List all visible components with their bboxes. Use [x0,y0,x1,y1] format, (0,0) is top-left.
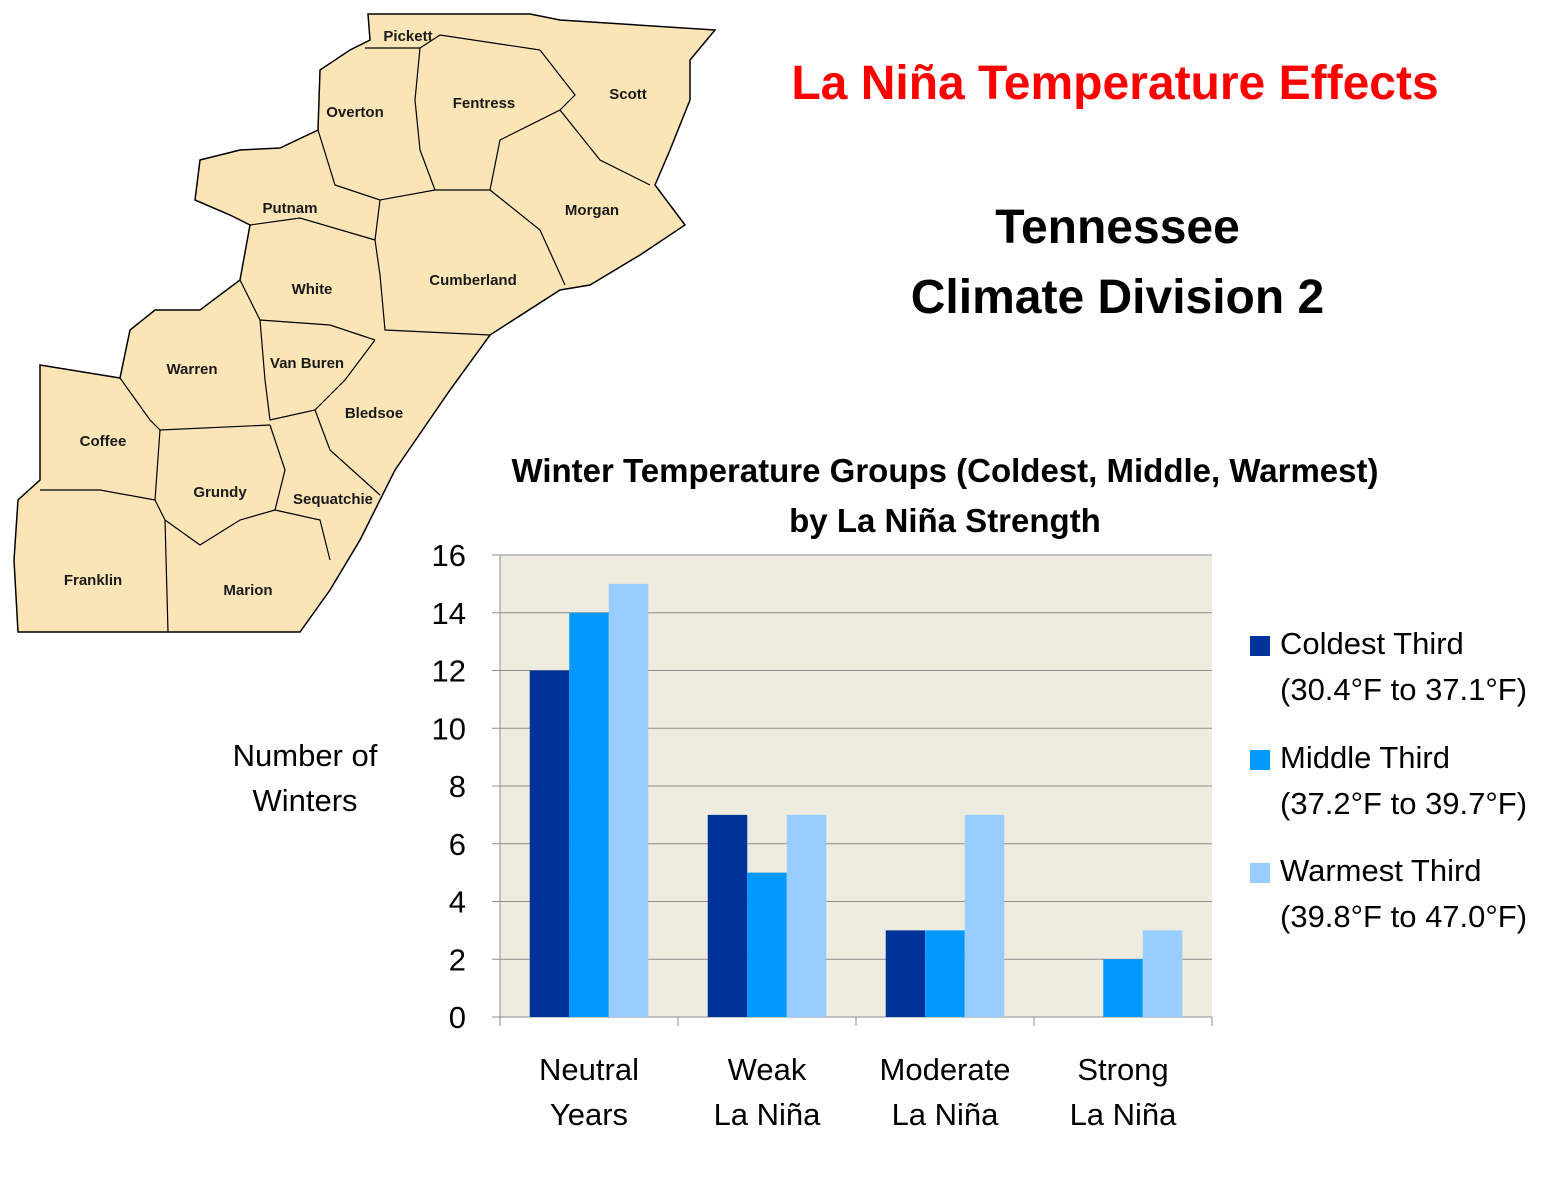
y-axis-label-line-2: Winters [252,783,358,818]
county-boundary [164,519,169,633]
county-boundary [314,409,381,496]
y-tick-label: 2 [449,942,466,977]
bar [925,930,965,1017]
county-boundary [249,217,376,241]
chart-title-line-2: by La Niña Strength [789,502,1101,539]
county-label: Cumberland [429,272,517,289]
county-region-outline [13,13,717,633]
legend-range-warmest: (39.8°F to 47.0°F) [1280,899,1528,934]
bar [747,872,787,1017]
legend-label-warmest: Warmest Third [1280,853,1482,888]
county-boundary [414,47,436,191]
county-label: Warren [166,361,217,378]
bar [1103,959,1143,1017]
county-label: Morgan [565,202,619,219]
y-tick-label: 6 [449,827,466,862]
county-label: Grundy [193,484,247,501]
county-boundary [40,489,156,501]
y-tick-label: 16 [432,538,466,573]
y-tick-label: 10 [432,711,466,746]
legend-swatch-warmest [1250,863,1270,883]
subtitle-division: Climate Division 2 [910,271,1325,324]
bar [1142,930,1183,1017]
legend-swatch-coldest [1250,636,1270,656]
x-category-label: Weak [728,1052,807,1087]
county-label: White [292,281,333,298]
county-label: Franklin [64,572,122,589]
county-map: Pickett Overton Fentress Scott Putnam Mo… [13,13,717,633]
county-label: Coffee [80,433,127,450]
x-category-label: Years [550,1097,628,1132]
bar [529,670,570,1017]
county-label: Overton [326,104,384,121]
county-label: Sequatchie [293,491,373,508]
x-category-label: Moderate [880,1052,1011,1087]
county-boundary [374,199,491,336]
y-tick-label: 14 [432,596,466,631]
y-tick-label: 4 [449,885,466,920]
bar [964,814,1005,1017]
bar [608,583,649,1017]
county-boundary [259,319,376,421]
county-map-shapes [13,13,717,633]
y-tick-label: 0 [449,1000,466,1035]
county-label: Bledsoe [345,405,403,422]
county-label: Putnam [262,200,317,217]
legend-label-middle: Middle Third [1280,740,1451,775]
subtitle-state: Tennessee [995,201,1240,254]
slide-title: La Niña Temperature Effects [791,57,1439,110]
county-boundary [559,109,651,186]
legend-range-middle: (37.2°F to 39.7°F) [1280,786,1528,821]
county-label: Pickett [383,28,432,45]
county-label: Van Buren [270,355,344,372]
x-category-label: La Niña [892,1097,1000,1132]
chart-title: Winter Temperature Groups (Coldest, Midd… [511,452,1379,489]
y-axis-label: Number of [232,738,378,773]
county-label: Scott [609,86,647,103]
bar [885,930,926,1017]
county-boundary [365,34,541,51]
y-tick-label: 8 [449,769,466,804]
county-label: Fentress [453,95,516,112]
y-tick-label: 12 [432,654,466,689]
county-boundary [119,377,271,431]
county-boundary [489,189,566,286]
x-category-label: La Niña [714,1097,822,1132]
county-boundary [239,279,376,341]
x-category-label: Strong [1077,1052,1168,1087]
legend-swatch-middle [1250,750,1270,770]
bar [786,814,827,1017]
legend-label-coldest: Coldest Third [1280,626,1464,661]
legend-range-coldest: (30.4°F to 37.1°F) [1280,672,1528,707]
county-labels: Pickett Overton Fentress Scott Putnam Mo… [64,28,647,599]
county-boundary [154,429,276,546]
x-category-label: Neutral [539,1052,639,1087]
county-label: Marion [223,582,272,599]
bar [707,814,748,1017]
x-category-label: La Niña [1070,1097,1178,1132]
bar [569,612,609,1017]
